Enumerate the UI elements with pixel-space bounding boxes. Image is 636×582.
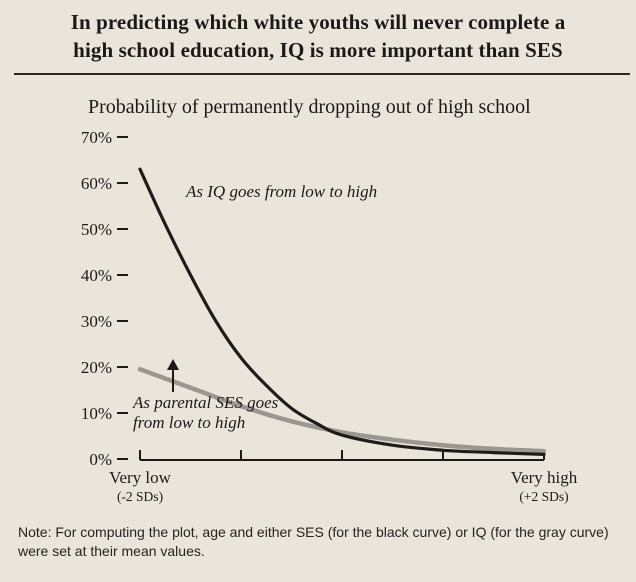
x-tick-sublabel: (+2 SDs) [519, 489, 568, 504]
y-tick-label: 10% [81, 404, 112, 423]
note-text: For computing the plot, age and either S… [18, 524, 609, 559]
chart-svg: 0% 10% 20% 30% 40% 50% 60% 70% Very low (-2 SDs) V… [81, 128, 578, 504]
y-tick-label: 30% [81, 312, 112, 331]
y-tick-label: 40% [81, 266, 112, 285]
annotation-ses-line2: from low to high [133, 413, 245, 432]
annotation-ses-line1: As parental SES goes [132, 393, 279, 412]
x-tick-label: Very high [511, 468, 578, 487]
y-tick-label: 0% [89, 450, 112, 469]
y-tick-label: 20% [81, 358, 112, 377]
note-lead: Note: [18, 524, 52, 540]
chart-subtitle: Probability of permanently dropping out … [88, 96, 531, 118]
y-tick-label: 70% [81, 128, 112, 147]
title-line-1: In predicting which white youths will ne… [70, 10, 566, 34]
series-line-iq [138, 167, 546, 456]
y-tick-label: 60% [81, 174, 112, 193]
chart-title: In predicting which white youths will ne… [0, 8, 636, 64]
annotation-ses-arrowhead [167, 359, 179, 370]
series-line-ses [137, 367, 547, 454]
title-divider [14, 73, 630, 75]
x-tick-sublabel: (-2 SDs) [117, 489, 163, 504]
chart-note: Note: For computing the plot, age and ei… [18, 523, 628, 561]
title-line-2: high school education, IQ is more import… [73, 38, 563, 62]
x-tick-label: Very low [109, 468, 172, 487]
y-tick-label: 50% [81, 220, 112, 239]
annotation-iq: As IQ goes from low to high [185, 182, 377, 201]
